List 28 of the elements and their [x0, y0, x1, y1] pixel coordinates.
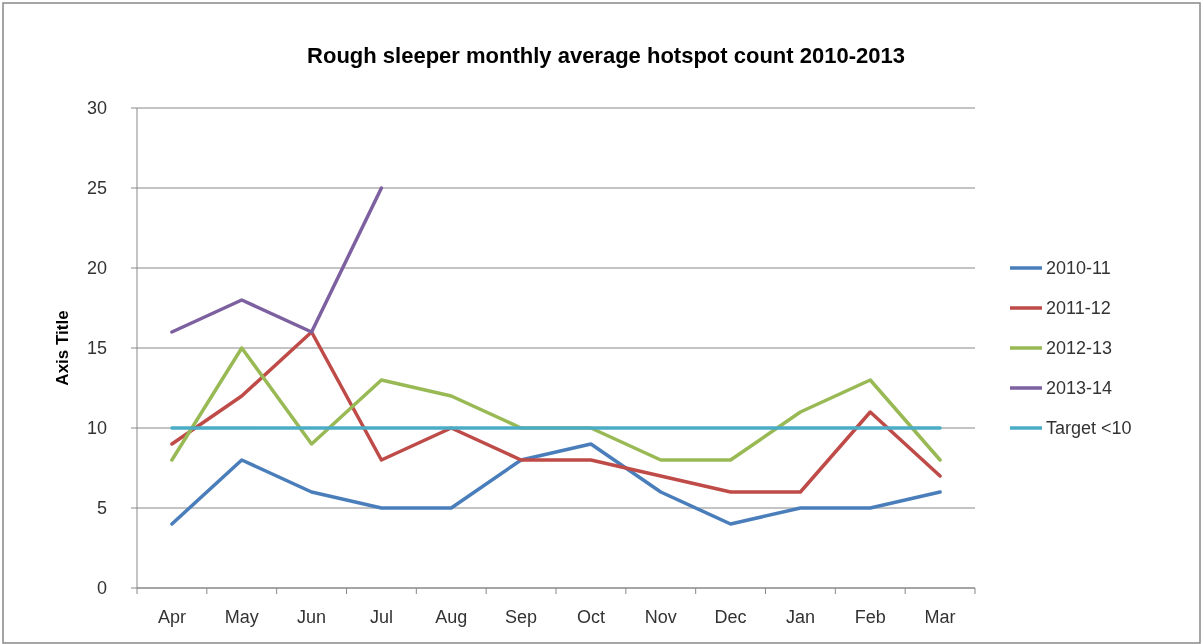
legend-label: 2013-14 — [1046, 378, 1113, 399]
y-tick-label: 25 — [86, 178, 107, 199]
x-tick-label: May — [224, 607, 259, 627]
legend-label: 2011-12 — [1046, 298, 1111, 319]
x-tick-label: Sep — [505, 607, 538, 627]
y-tick-label: 10 — [86, 418, 107, 439]
x-tick-label: Feb — [854, 607, 886, 627]
line-series — [170, 442, 942, 526]
x-tick-label: Mar — [924, 607, 956, 627]
y-tick-label: 5 — [96, 498, 107, 519]
x-tick-label: Aug — [435, 607, 468, 627]
x-tick-label: Nov — [644, 607, 677, 627]
x-tick-label: Jul — [369, 607, 393, 627]
x-tick-label: Jan — [785, 607, 815, 627]
legend-label: Target <10 — [1046, 418, 1132, 439]
x-tick-label: Jun — [297, 607, 327, 627]
y-tick-label: 20 — [86, 258, 107, 279]
chart-title: Rough sleeper monthly average hotspot count 2010-2013 — [307, 43, 905, 68]
y-tick-label: 15 — [86, 338, 107, 359]
y-tick-label: 30 — [86, 98, 107, 119]
line-series — [170, 330, 942, 494]
y-tick-label: 0 — [96, 578, 107, 599]
x-tick-label: Oct — [576, 607, 605, 627]
legend-label: 2012-13 — [1046, 338, 1113, 359]
x-tick-label: Apr — [157, 607, 186, 627]
y-axis-title: Axis Title — [53, 310, 72, 386]
legend-label: 2010-11 — [1046, 258, 1111, 279]
x-tick-label: Dec — [714, 607, 747, 627]
